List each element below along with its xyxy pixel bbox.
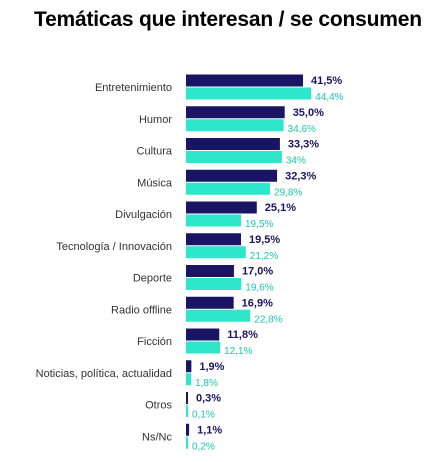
bar-series-b — [186, 214, 241, 227]
data-label-series-b: 0,1% — [192, 410, 215, 421]
category-label: Ns/Nc — [142, 431, 172, 443]
bar-series-b — [186, 278, 242, 290]
bar-series-a — [186, 201, 257, 214]
bar-series-a — [186, 360, 192, 373]
bar-series-b — [186, 405, 188, 417]
data-label-series-b: 21,2% — [250, 251, 278, 262]
category-label: Otros — [145, 400, 172, 412]
data-label-series-a: 25,1% — [265, 202, 296, 214]
category-label: Cultura — [137, 146, 173, 158]
data-label-series-a: 41,5% — [311, 75, 342, 87]
bar-series-a — [186, 106, 285, 119]
bar-series-a — [186, 328, 220, 341]
category-label: Divulgación — [115, 209, 172, 221]
bar-series-a — [186, 265, 234, 277]
data-label-series-b: 0,2% — [192, 441, 215, 452]
data-label-series-a: 1,1% — [197, 424, 222, 436]
data-label-series-b: 19,5% — [245, 219, 273, 230]
bar-series-b — [186, 341, 221, 354]
bar-series-b — [186, 151, 282, 163]
data-label-series-a: 19,5% — [249, 234, 280, 246]
category-label: Ficción — [137, 336, 172, 348]
data-label-series-a: 35,0% — [293, 107, 324, 119]
category-label: Noticias, política, actualidad — [36, 368, 172, 380]
data-label-series-b: 34% — [286, 156, 306, 167]
bar-series-b — [186, 87, 312, 100]
data-label-series-b: 22,8% — [254, 314, 282, 325]
category-label: Deporte — [133, 273, 172, 285]
data-label-series-b: 44,4% — [315, 92, 343, 103]
bar-series-a — [186, 392, 188, 404]
data-label-series-a: 1,9% — [199, 361, 224, 373]
data-label-series-a: 32,3% — [285, 170, 316, 182]
bar-series-b — [186, 436, 188, 449]
data-label-series-a: 33,3% — [288, 139, 319, 151]
chart-title: Temáticas que interesan / se consumen — [34, 8, 422, 31]
bar-series-a — [186, 169, 278, 182]
data-label-series-a: 11,8% — [227, 329, 258, 341]
data-label-series-a: 16,9% — [242, 297, 273, 309]
category-label: Entretenimiento — [95, 82, 172, 94]
bar-series-b — [186, 182, 271, 195]
bar-series-a — [186, 233, 241, 246]
data-label-series-b: 19,6% — [245, 283, 273, 294]
data-label-series-b: 29,8% — [274, 187, 302, 198]
bar-series-a — [186, 138, 280, 150]
data-label-series-b: 12,1% — [224, 346, 252, 357]
category-label: Radio offline — [111, 304, 172, 316]
category-label: Música — [137, 177, 173, 189]
data-label-series-a: 0,3% — [196, 393, 221, 405]
bar-series-b — [186, 119, 284, 132]
data-label-series-a: 17,0% — [242, 266, 273, 278]
data-label-series-b: 1,8% — [195, 378, 218, 389]
category-label: Tecnología / Innovación — [56, 241, 172, 253]
bar-series-b — [186, 309, 251, 322]
bar-series-a — [186, 74, 304, 87]
bar-series-b — [186, 373, 192, 386]
category-label: Humor — [139, 114, 172, 126]
bar-series-a — [186, 296, 234, 309]
bar-series-b — [186, 246, 246, 259]
bar-series-a — [186, 423, 190, 436]
data-label-series-b: 34,6% — [288, 124, 316, 135]
